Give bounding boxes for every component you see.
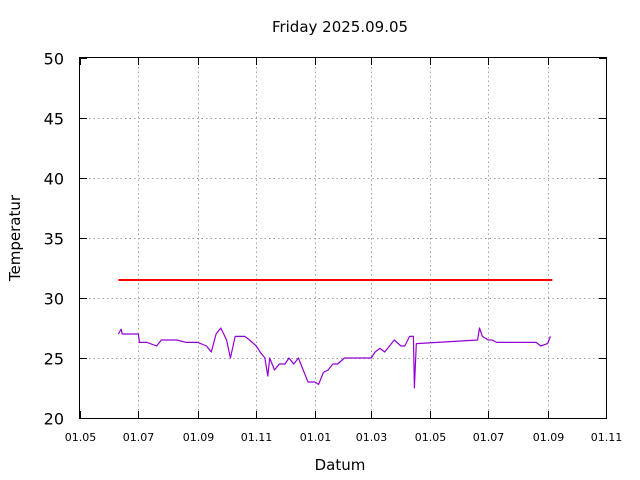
x-tick-label: 01.07 <box>473 431 505 444</box>
x-tick-label: 01.11 <box>591 431 623 444</box>
x-tick-labels: 01.05 01.07 01.09 01.11 01.01 01.03 01.05 01.07… <box>65 431 623 444</box>
x-tick-label: 01.03 <box>356 431 388 444</box>
x-tick-label: 01.01 <box>300 431 332 444</box>
x-tick-label: 01.11 <box>241 431 273 444</box>
grid <box>80 58 606 418</box>
axis-ticks <box>80 58 607 419</box>
y-axis-label: Temperatur <box>6 194 24 282</box>
x-tick-label: 01.07 <box>123 431 155 444</box>
y-tick-label: 45 <box>44 110 64 129</box>
x-tick-label: 01.05 <box>65 431 97 444</box>
x-tick-label: 01.09 <box>183 431 215 444</box>
x-axis-label: Datum <box>315 456 366 474</box>
y-tick-label: 25 <box>44 350 64 369</box>
y-tick-label: 35 <box>44 230 64 249</box>
y-tick-label: 40 <box>44 170 64 189</box>
x-tick-label: 01.09 <box>533 431 565 444</box>
y-tick-label: 50 <box>44 50 64 69</box>
chart-title: Friday 2025.09.05 <box>272 18 408 36</box>
y-tick-labels: 20 25 30 35 40 45 50 <box>44 50 64 429</box>
y-tick-label: 20 <box>44 410 64 429</box>
plot-frame <box>79 57 607 419</box>
x-tick-label: 01.05 <box>415 431 447 444</box>
y-tick-label: 30 <box>44 290 64 309</box>
series-layer <box>117 279 553 389</box>
temperature-line <box>117 327 551 389</box>
